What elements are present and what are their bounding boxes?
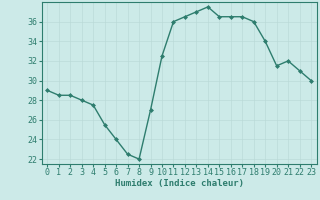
X-axis label: Humidex (Indice chaleur): Humidex (Indice chaleur)	[115, 179, 244, 188]
